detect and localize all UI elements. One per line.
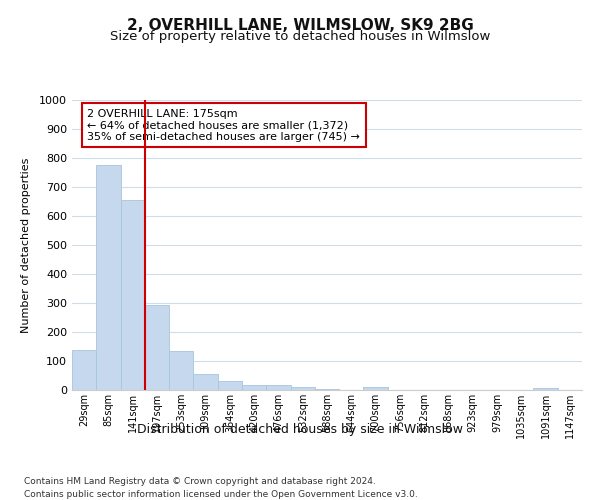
Bar — [364, 387, 388, 390]
Text: Contains public sector information licensed under the Open Government Licence v3: Contains public sector information licen… — [24, 490, 418, 499]
Bar — [145, 305, 169, 390]
Bar — [121, 200, 145, 390]
Bar — [218, 382, 242, 390]
Bar — [266, 385, 290, 390]
Text: Size of property relative to detached houses in Wilmslow: Size of property relative to detached ho… — [110, 30, 490, 43]
Bar — [533, 388, 558, 390]
Text: 2, OVERHILL LANE, WILMSLOW, SK9 2BG: 2, OVERHILL LANE, WILMSLOW, SK9 2BG — [127, 18, 473, 32]
Bar — [72, 350, 96, 390]
Bar — [315, 388, 339, 390]
Y-axis label: Number of detached properties: Number of detached properties — [21, 158, 31, 332]
Bar — [242, 385, 266, 390]
Bar — [169, 352, 193, 390]
Text: 2 OVERHILL LANE: 175sqm
← 64% of detached houses are smaller (1,372)
35% of semi: 2 OVERHILL LANE: 175sqm ← 64% of detache… — [88, 108, 360, 142]
Bar — [193, 374, 218, 390]
Bar — [290, 387, 315, 390]
Text: Contains HM Land Registry data © Crown copyright and database right 2024.: Contains HM Land Registry data © Crown c… — [24, 478, 376, 486]
Bar — [96, 166, 121, 390]
Text: Distribution of detached houses by size in Wilmslow: Distribution of detached houses by size … — [137, 422, 463, 436]
